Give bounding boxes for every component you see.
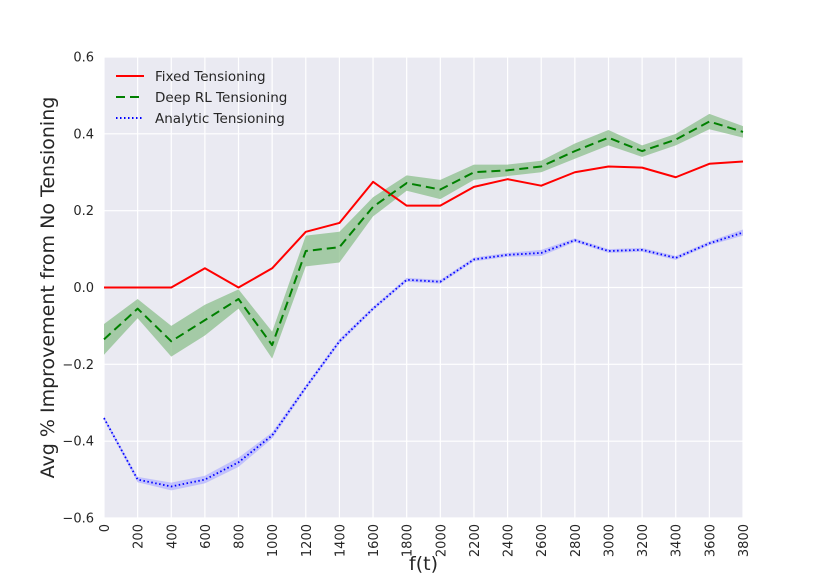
x-tick-label: 1600 [367,524,382,557]
x-tick-label: 3400 [670,524,685,557]
x-tick-label: 1800 [401,524,416,557]
x-tick-label: 2600 [535,524,550,557]
x-axis-ticks: 0 200 400 600 800 1000 1200 1400 1600 1800 2000 220… [98,524,752,557]
legend-label-2: Analytic Tensioning [155,111,285,127]
x-tick-label: 800 [233,524,248,549]
x-tick-label: 2000 [434,524,449,557]
y-tick-label: 0.0 [73,281,94,296]
x-tick-label: 3000 [602,524,617,557]
y-tick-label: 0.6 [73,51,94,66]
y-axis-ticks: −0.6 −0.4 −0.2 0.0 0.2 0.4 0.6 [62,51,94,527]
y-tick-label: 0.4 [73,127,94,142]
x-tick-label: 1200 [300,524,315,557]
x-tick-label: 200 [132,524,147,549]
series-line-2 [103,231,744,488]
x-tick-label: 1400 [333,524,348,557]
x-tick-label: 2800 [569,524,584,557]
x-axis-label: f(t) [409,553,438,575]
legend: Fixed Tensioning Deep RL Tensioning Analyt… [116,69,287,127]
x-tick-label: 600 [199,524,214,549]
grid [103,56,744,519]
y-tick-label: −0.2 [62,358,94,373]
y-tick-label: −0.6 [62,512,94,527]
x-tick-label: 1000 [266,524,281,557]
x-tick-label: 3200 [636,524,651,557]
legend-label-1: Deep RL Tensioning [155,90,287,106]
series-lines [103,120,744,488]
y-axis-label: Avg % Improvement from No Tensioning [37,97,59,479]
x-tick-label: 2400 [502,524,517,557]
band-2 [104,229,743,491]
x-tick-label: 400 [165,524,180,549]
y-tick-label: −0.4 [62,435,94,450]
x-tick-label: 3800 [737,524,752,557]
x-tick-label: 3600 [703,524,718,557]
x-tick-label: 2200 [468,524,483,557]
x-tick-label: 0 [98,524,113,532]
y-tick-label: 0.2 [73,204,94,219]
legend-label-0: Fixed Tensioning [155,69,266,85]
series-line-0 [104,160,744,289]
